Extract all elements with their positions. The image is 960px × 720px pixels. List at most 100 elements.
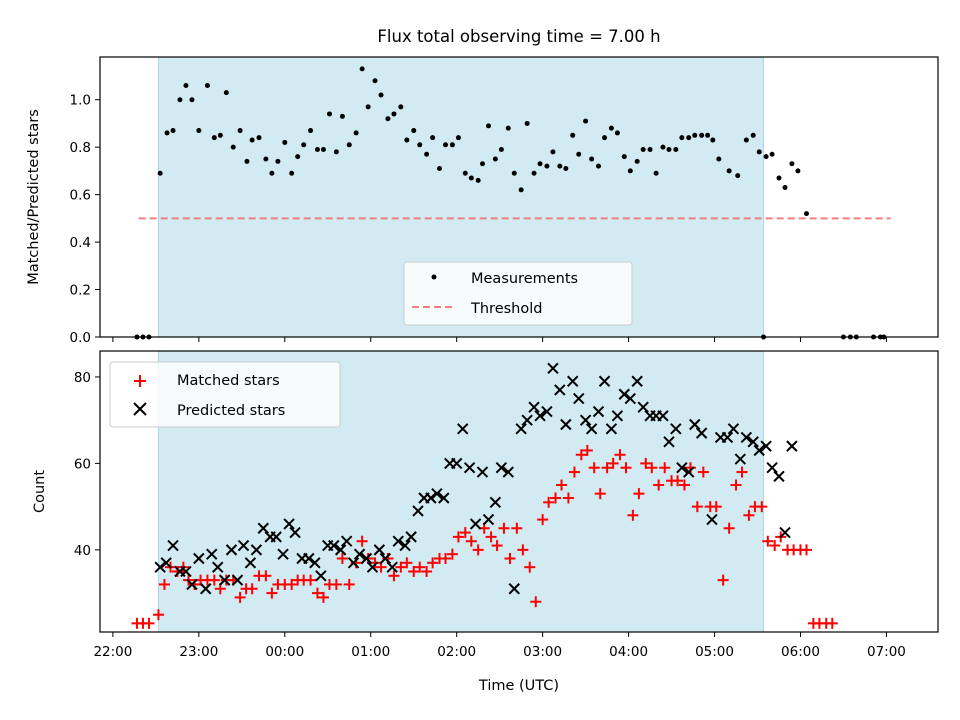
measurement-point: [378, 92, 384, 98]
measurement-point: [449, 142, 455, 148]
predicted-stars-point: [541, 405, 553, 418]
matched-stars-point: [537, 514, 549, 526]
matched-stars-point: [266, 587, 278, 599]
measurement-point: [589, 156, 595, 162]
measurement-point: [295, 154, 301, 160]
matched-stars-point: [408, 565, 420, 577]
x-tick-label: 01:00: [351, 644, 390, 660]
measurement-point: [204, 82, 210, 88]
x-tick-label: 04:00: [609, 644, 648, 660]
predicted-stars-point: [225, 544, 238, 556]
matched-stars-point: [710, 501, 722, 513]
matched-stars-point: [620, 462, 632, 474]
counts-panel: 40 60 80 22:00 23:00 00:00 01:00 02:00 03:00 04:…: [32, 350, 939, 694]
predicted-stars-point: [154, 561, 166, 573]
matched-stars-point: [446, 548, 458, 560]
predicted-stars-point: [670, 423, 682, 435]
matched-stars-point: [736, 466, 748, 478]
measurement-point: [479, 161, 485, 167]
measurement-point: [511, 170, 517, 176]
ratio-plot-frame: [99, 56, 939, 338]
predicted-stars-point: [456, 423, 469, 435]
matched-stars-point: [800, 544, 812, 556]
x-tick-label: 05:00: [695, 644, 734, 660]
measurement-point: [634, 158, 640, 164]
predicted-stars-point: [186, 578, 198, 591]
predicted-stars-point: [237, 539, 250, 552]
matched-stars-point: [511, 522, 523, 534]
measurement-point: [776, 175, 782, 181]
matched-stars-point: [697, 466, 709, 478]
ratio-y-axis-label: Matched/Predicted stars: [26, 109, 42, 285]
matched-stars-point: [627, 509, 639, 521]
measurement-point: [563, 166, 569, 172]
predicted-stars-point: [766, 462, 778, 474]
predicted-stars-point: [676, 462, 688, 474]
matched-stars-point: [459, 527, 471, 539]
matched-stars-point: [234, 591, 246, 603]
predicted-stars-point: [695, 427, 708, 439]
measurement-point: [269, 170, 275, 176]
measurement-point: [424, 151, 430, 157]
matched-stars-point: [653, 479, 665, 491]
predicted-stars-point: [734, 453, 747, 465]
x-axis-label: Time (UTC): [478, 678, 559, 694]
matched-stars-point: [208, 574, 220, 586]
predicted-stars-point: [528, 401, 540, 413]
measurement-point: [763, 154, 769, 160]
predicted-stars-point: [611, 410, 624, 422]
x-tick-label: 23:00: [179, 644, 218, 660]
measurement-point: [795, 168, 801, 174]
predicted-stars-point: [431, 487, 443, 500]
measurement-point: [492, 156, 498, 162]
measurement-point: [211, 135, 217, 141]
measurement-point: [282, 139, 288, 145]
measurement-point: [596, 163, 602, 169]
matched-stars-point: [568, 466, 580, 478]
measurement-point: [326, 111, 332, 117]
measurement-point: [263, 156, 269, 162]
matched-stars-point: [562, 492, 574, 504]
matched-stars-point: [550, 492, 562, 504]
predicted-stars-point: [618, 388, 630, 400]
legend-predicted-marker: [133, 402, 147, 416]
matched-stars-point: [260, 570, 272, 582]
measurement-point: [686, 135, 692, 141]
matched-stars-point: [678, 479, 690, 491]
predicted-stars-point: [663, 436, 675, 448]
measurement-point: [756, 149, 762, 155]
predicted-stars-point: [328, 539, 340, 552]
measurement-point: [583, 118, 589, 124]
predicted-stars-point: [554, 384, 566, 396]
matched-stars-point: [517, 544, 529, 556]
predicted-stars-point: [637, 401, 649, 413]
matched-stars-point: [588, 462, 600, 474]
counts-y-tick-label: 80: [74, 370, 91, 386]
measurement-point: [183, 82, 189, 88]
measurement-point: [164, 130, 170, 136]
predicted-stars-point: [502, 466, 514, 478]
predicted-stars-point: [360, 552, 373, 565]
matched-stars-point: [330, 578, 342, 590]
measurement-point: [391, 111, 397, 117]
predicted-stars-point: [180, 565, 192, 578]
predicted-stars-point: [631, 375, 643, 387]
measurement-point: [710, 137, 716, 143]
measurement-point: [275, 158, 281, 164]
predicted-stars-point: [547, 362, 559, 374]
predicted-stars-point: [495, 462, 508, 474]
predicted-stars-point: [231, 574, 244, 586]
measurement-point: [692, 132, 698, 138]
measurement-point: [237, 128, 243, 134]
predicted-stars-point: [450, 457, 463, 470]
matched-stars-point: [395, 561, 407, 573]
measurement-points: [134, 66, 887, 340]
predicted-stars-point: [373, 544, 386, 556]
matched-stars-point: [498, 522, 510, 534]
counts-y-axis-label: Count: [32, 470, 48, 513]
x-tick-label: 06:00: [781, 644, 820, 660]
legend-threshold-label: Threshold: [470, 301, 542, 317]
measurement-point: [647, 147, 653, 153]
matched-stars-point: [401, 557, 413, 569]
counts-y-tick-label: 40: [74, 543, 91, 559]
